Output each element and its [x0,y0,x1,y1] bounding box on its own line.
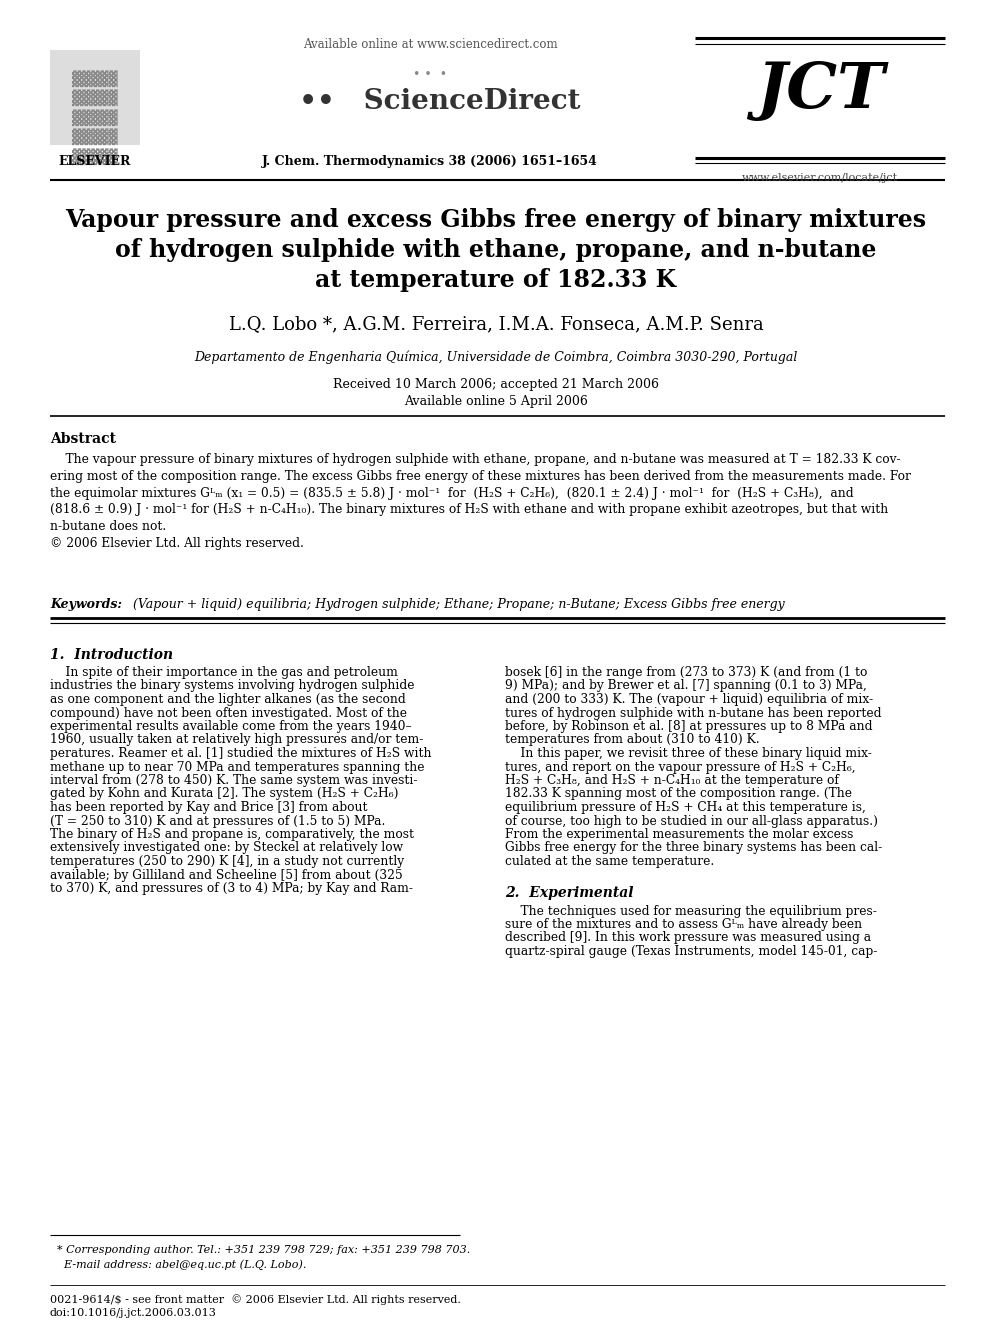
Text: equilibrium pressure of H₂S + CH₄ at this temperature is,: equilibrium pressure of H₂S + CH₄ at thi… [505,800,866,814]
Text: The techniques used for measuring the equilibrium pres-: The techniques used for measuring the eq… [505,905,877,917]
Text: E-mail address: abel@eq.uc.pt (L.Q. Lobo).: E-mail address: abel@eq.uc.pt (L.Q. Lobo… [50,1259,307,1270]
Text: Vapour pressure and excess Gibbs free energy of binary mixtures: Vapour pressure and excess Gibbs free en… [65,208,927,232]
Text: ▓▓▓▓▓
▓▓▓▓▓
▓▓▓▓▓
▓▓▓▓▓
▓▓▓▓▓: ▓▓▓▓▓ ▓▓▓▓▓ ▓▓▓▓▓ ▓▓▓▓▓ ▓▓▓▓▓ [72,70,118,165]
Text: ••   ScienceDirect: •• ScienceDirect [280,89,580,115]
Text: 182.33 K spanning most of the composition range. (The: 182.33 K spanning most of the compositio… [505,787,852,800]
Text: tures of hydrogen sulphide with n-butane has been reported: tures of hydrogen sulphide with n-butane… [505,706,882,720]
Text: Departamento de Engenharia Química, Universidade de Coimbra, Coimbra 3030-290, P: Departamento de Engenharia Química, Univ… [194,351,798,364]
Text: Available online at www.sciencedirect.com: Available online at www.sciencedirect.co… [303,38,558,52]
Text: of hydrogen sulphide with ethane, propane, and n-butane: of hydrogen sulphide with ethane, propan… [115,238,877,262]
Text: industries the binary systems involving hydrogen sulphide: industries the binary systems involving … [50,680,415,692]
Text: of course, too high to be studied in our all-glass apparatus.): of course, too high to be studied in our… [505,815,878,827]
Text: 0021-9614/$ - see front matter  © 2006 Elsevier Ltd. All rights reserved.: 0021-9614/$ - see front matter © 2006 El… [50,1294,461,1304]
Text: (T = 250 to 310) K and at pressures of (1.5 to 5) MPa.: (T = 250 to 310) K and at pressures of (… [50,815,385,827]
Text: before, by Robinson et al. [8] at pressures up to 8 MPa and: before, by Robinson et al. [8] at pressu… [505,720,873,733]
Text: experimental results available come from the years 1940–: experimental results available come from… [50,720,412,733]
Text: Gibbs free energy for the three binary systems has been cal-: Gibbs free energy for the three binary s… [505,841,882,855]
Text: Received 10 March 2006; accepted 21 March 2006: Received 10 March 2006; accepted 21 Marc… [333,378,659,392]
Text: The binary of H₂S and propane is, comparatively, the most: The binary of H₂S and propane is, compar… [50,828,414,841]
Text: gated by Kohn and Kurata [2]. The system (H₂S + C₂H₆): gated by Kohn and Kurata [2]. The system… [50,787,399,800]
Text: methane up to near 70 MPa and temperatures spanning the: methane up to near 70 MPa and temperatur… [50,761,425,774]
Text: (Vapour + liquid) equilibria; Hydrogen sulphide; Ethane; Propane; n-Butane; Exce: (Vapour + liquid) equilibria; Hydrogen s… [125,598,785,611]
Text: sure of the mixtures and to assess Gᴸₘ have already been: sure of the mixtures and to assess Gᴸₘ h… [505,918,862,931]
Text: quartz-spiral gauge (Texas Instruments, model 145-01, cap-: quartz-spiral gauge (Texas Instruments, … [505,945,877,958]
Text: H₂S + C₃H₈, and H₂S + n-C₄H₁₀ at the temperature of: H₂S + C₃H₈, and H₂S + n-C₄H₁₀ at the tem… [505,774,839,787]
Text: compound) have not been often investigated. Most of the: compound) have not been often investigat… [50,706,407,720]
Text: 1960, usually taken at relatively high pressures and/or tem-: 1960, usually taken at relatively high p… [50,733,424,746]
Text: L.Q. Lobo *, A.G.M. Ferreira, I.M.A. Fonseca, A.M.P. Senra: L.Q. Lobo *, A.G.M. Ferreira, I.M.A. Fon… [228,315,764,333]
Text: 9) MPa); and by Brewer et al. [7] spanning (0.1 to 3) MPa,: 9) MPa); and by Brewer et al. [7] spanni… [505,680,867,692]
Text: tures, and report on the vapour pressure of H₂S + C₂H₆,: tures, and report on the vapour pressure… [505,761,856,774]
Text: Keywords:: Keywords: [50,598,122,611]
Text: • •  •: • • • [413,67,447,81]
Text: peratures. Reamer et al. [1] studied the mixtures of H₂S with: peratures. Reamer et al. [1] studied the… [50,747,432,759]
Text: bosek [6] in the range from (273 to 373) K (and from (1 to: bosek [6] in the range from (273 to 373)… [505,665,867,679]
Text: JCT: JCT [756,60,884,122]
Text: Abstract: Abstract [50,433,116,446]
Text: In spite of their importance in the gas and petroleum: In spite of their importance in the gas … [50,665,398,679]
Bar [50,50,140,146]
Text: 2.  Experimental: 2. Experimental [505,886,634,901]
Text: doi:10.1016/j.jct.2006.03.013: doi:10.1016/j.jct.2006.03.013 [50,1308,217,1318]
Text: to 370) K, and pressures of (3 to 4) MPa; by Kay and Ram-: to 370) K, and pressures of (3 to 4) MPa… [50,882,413,894]
Text: www.elsevier.com/locate/jct: www.elsevier.com/locate/jct [742,173,898,183]
Text: as one component and the lighter alkanes (as the second: as one component and the lighter alkanes… [50,693,406,706]
Text: 1.  Introduction: 1. Introduction [50,648,174,662]
Text: ELSEVIER: ELSEVIER [59,155,131,168]
Text: extensively investigated one: by Steckel at relatively low: extensively investigated one: by Steckel… [50,841,403,855]
Text: * Corresponding author. Tel.: +351 239 798 729; fax: +351 239 798 703.: * Corresponding author. Tel.: +351 239 7… [50,1245,470,1256]
Text: temperatures (250 to 290) K [4], in a study not currently: temperatures (250 to 290) K [4], in a st… [50,855,404,868]
Text: Available online 5 April 2006: Available online 5 April 2006 [404,396,588,407]
Text: at temperature of 182.33 K: at temperature of 182.33 K [315,269,677,292]
Text: described [9]. In this work pressure was measured using a: described [9]. In this work pressure was… [505,931,871,945]
Text: temperatures from about (310 to 410) K.: temperatures from about (310 to 410) K. [505,733,760,746]
Text: has been reported by Kay and Brice [3] from about: has been reported by Kay and Brice [3] f… [50,800,367,814]
Text: J. Chem. Thermodynamics 38 (2006) 1651–1654: J. Chem. Thermodynamics 38 (2006) 1651–1… [262,155,598,168]
Text: In this paper, we revisit three of these binary liquid mix-: In this paper, we revisit three of these… [505,747,872,759]
Text: The vapour pressure of binary mixtures of hydrogen sulphide with ethane, propane: The vapour pressure of binary mixtures o… [50,452,911,550]
Text: available; by Gilliland and Scheeline [5] from about (325: available; by Gilliland and Scheeline [5… [50,868,403,881]
Text: and (200 to 333) K. The (vapour + liquid) equilibria of mix-: and (200 to 333) K. The (vapour + liquid… [505,693,873,706]
Text: interval from (278 to 450) K. The same system was investi-: interval from (278 to 450) K. The same s… [50,774,418,787]
Text: culated at the same temperature.: culated at the same temperature. [505,855,714,868]
Text: From the experimental measurements the molar excess: From the experimental measurements the m… [505,828,853,841]
